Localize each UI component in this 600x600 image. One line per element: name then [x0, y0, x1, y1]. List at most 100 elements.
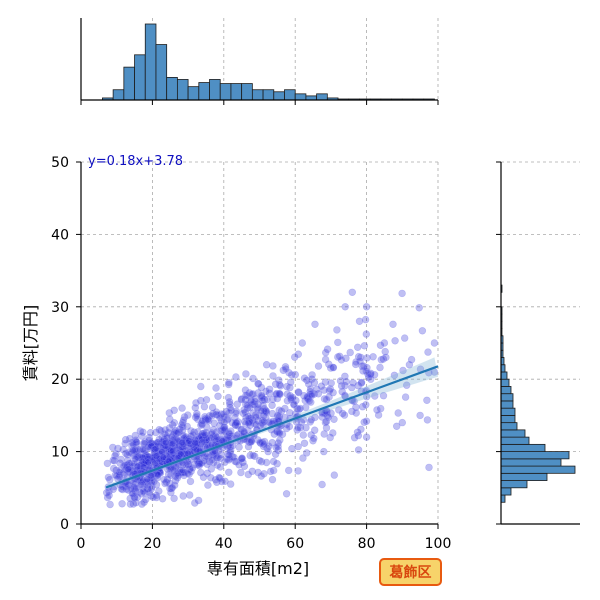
scatter-point — [184, 469, 192, 478]
scatter-point — [194, 496, 203, 505]
scatter-point — [248, 390, 256, 398]
scatter-point — [424, 348, 432, 356]
scatter-point — [109, 443, 117, 452]
scatter-point — [176, 450, 185, 458]
scatter-point — [238, 455, 246, 463]
scatter-point — [129, 440, 138, 449]
y-histogram-bar — [500, 407, 516, 416]
y-histogram-bar — [500, 386, 512, 395]
scatter-point — [139, 428, 147, 436]
scatter-point — [322, 417, 331, 426]
scatter-point — [105, 487, 113, 496]
scatter-point — [212, 384, 220, 392]
scatter-point — [188, 464, 197, 472]
scatter-point — [286, 409, 294, 417]
y-histogram-bar — [500, 465, 576, 474]
scatter-point — [189, 431, 197, 439]
x-histogram-bar — [262, 89, 275, 101]
scatter-point — [208, 403, 217, 412]
scatter-point — [112, 450, 120, 458]
scatter-point — [355, 317, 364, 325]
scatter-point — [398, 289, 406, 298]
scatter-point — [271, 450, 280, 458]
scatter-point — [423, 396, 431, 404]
x-histogram-bar — [112, 89, 125, 101]
scatter-point — [336, 377, 345, 385]
scatter-point — [294, 388, 303, 396]
scatter-point — [225, 451, 233, 459]
scatter-point — [252, 413, 260, 421]
scatter-point — [111, 452, 119, 460]
scatter-point — [286, 383, 294, 392]
scatter-point — [265, 385, 274, 393]
scatter-point — [244, 470, 253, 479]
scatter-point — [247, 396, 256, 405]
scatter-point — [361, 315, 370, 324]
scatter-point — [262, 361, 271, 369]
marginal-x-histogram — [80, 18, 439, 105]
scatter-point — [285, 466, 293, 475]
scatter-point — [242, 420, 250, 428]
scatter-point — [306, 388, 314, 396]
scatter-point — [416, 411, 424, 420]
scatter-point — [287, 394, 295, 402]
scatter-point — [337, 356, 346, 364]
regression-confidence-band — [105, 357, 439, 489]
scatter-point — [341, 382, 349, 390]
ward-badge-label: 葛飾区 — [389, 564, 432, 581]
x-histogram-bar — [316, 93, 328, 101]
scatter-point — [335, 352, 344, 360]
x-histogram-bar — [176, 79, 189, 101]
scatter-point — [333, 326, 341, 334]
scatter-point — [269, 372, 277, 380]
scatter-point — [118, 485, 127, 494]
scatter-point — [362, 303, 371, 311]
x-tick-label: 80 — [358, 536, 376, 552]
scatter-point — [168, 447, 177, 455]
scatter-point — [290, 401, 298, 409]
scatter-point — [362, 417, 371, 425]
scatter-point — [249, 374, 257, 383]
x-histogram-bar — [305, 95, 318, 101]
scatter-point — [243, 392, 251, 400]
scatter-point — [195, 462, 203, 470]
scatter-point — [154, 471, 162, 479]
scatter-point — [243, 404, 252, 412]
scatter-point — [363, 354, 371, 362]
scatter-point — [225, 398, 234, 406]
scatter-point — [220, 425, 229, 433]
scatter-point — [329, 363, 337, 372]
scatter-point — [287, 378, 295, 386]
scatter-point — [362, 367, 370, 375]
scatter-point — [329, 429, 337, 437]
y-histogram-bar — [500, 429, 526, 438]
scatter-point — [245, 419, 253, 427]
scatter-point — [330, 415, 338, 423]
scatter-point — [340, 411, 349, 419]
scatter-point — [170, 419, 179, 427]
scatter-point — [423, 416, 432, 424]
scatter-point — [162, 438, 170, 447]
scatter-point — [258, 396, 267, 405]
scatter-point — [171, 481, 179, 489]
scatter-point — [117, 455, 125, 464]
scatter-point — [393, 422, 401, 430]
scatter-point — [125, 435, 134, 443]
scatter-point — [399, 366, 407, 375]
scatter-point — [117, 485, 126, 493]
scatter-point — [294, 350, 302, 358]
scatter-point — [210, 419, 218, 427]
x-histogram-bar — [251, 89, 264, 101]
scatter-point — [207, 465, 216, 473]
scatter-point — [244, 442, 253, 451]
scatter-point — [254, 405, 262, 413]
scatter-point — [305, 397, 313, 405]
scatter-point — [308, 391, 316, 400]
scatter-point — [278, 430, 287, 438]
scatter-point — [262, 458, 271, 467]
x-tick-label: 100 — [425, 536, 452, 552]
scatter-point — [151, 459, 159, 467]
scatter-point — [127, 484, 136, 493]
scatter-point — [391, 337, 399, 345]
scatter-point — [299, 454, 307, 462]
